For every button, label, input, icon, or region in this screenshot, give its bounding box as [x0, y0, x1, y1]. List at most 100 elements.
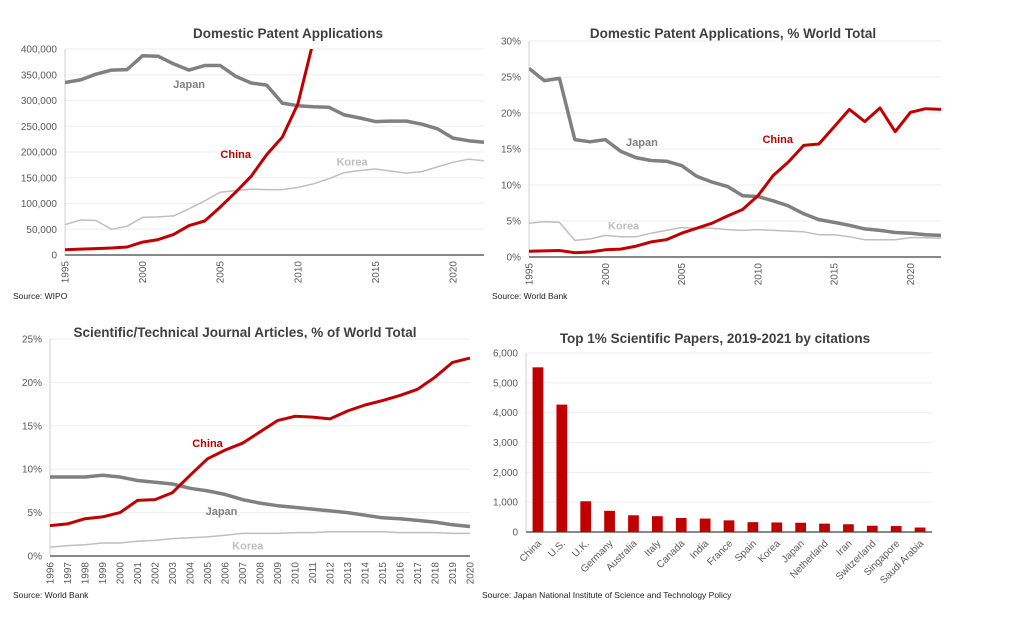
y-tick-label: 350,000	[21, 70, 58, 81]
source-note: Source: World Bank	[13, 590, 89, 600]
x-tick-label: 2000	[116, 562, 127, 585]
x-tick-label: 2016	[396, 562, 407, 585]
y-tick-label: 50,000	[26, 225, 57, 236]
x-tick-label: 2010	[293, 261, 304, 284]
x-tick-label: 2017	[413, 562, 424, 585]
x-tick-label: 2009	[273, 562, 284, 585]
y-tick-label: 3,000	[493, 438, 518, 449]
y-tick-label: 15%	[501, 145, 521, 156]
x-tick-label: 1996	[46, 562, 57, 585]
bar-australia	[628, 515, 639, 532]
bar-china	[532, 367, 544, 532]
series-line-china	[50, 356, 471, 528]
series-line-korea	[65, 158, 485, 231]
bar-canada	[675, 517, 687, 532]
y-tick-label: 1,000	[493, 498, 518, 509]
y-tick-label: 0	[512, 528, 518, 539]
bar-u-s-	[556, 404, 568, 532]
bar-spain	[747, 522, 759, 532]
x-tick-label: 2015	[378, 562, 389, 585]
x-tick-label: 1998	[81, 562, 92, 585]
series-label-japan: Japan	[173, 79, 205, 91]
x-tick-label: 2003	[168, 562, 179, 585]
series-label-china: China	[220, 149, 251, 161]
y-tick-label: 2,000	[493, 468, 518, 479]
x-tick-label: 2010	[753, 263, 764, 286]
x-tick-label: China	[518, 538, 545, 565]
x-tick-label: 2007	[238, 562, 249, 585]
x-tick-label: 2000	[601, 263, 612, 286]
y-tick-label: 5%	[507, 217, 522, 228]
series-label-japan: Japan	[626, 137, 658, 149]
x-tick-label: 2002	[151, 562, 162, 585]
chart-2: Domestic Patent Applications, % World To…	[492, 26, 942, 301]
series-label-china: China	[762, 134, 793, 146]
series-line-korea	[529, 220, 942, 242]
y-tick-label: 30%	[501, 37, 521, 48]
y-tick-label: 150,000	[21, 173, 58, 184]
source-note: Source: Japan National Institute of Scie…	[482, 590, 732, 600]
x-tick-label: 2010	[291, 562, 302, 585]
bar-korea	[771, 522, 783, 532]
x-tick-label: 2013	[343, 562, 354, 585]
x-tick-label: 2005	[203, 562, 214, 585]
x-tick-label: 1995	[525, 263, 536, 286]
bar-france	[723, 520, 735, 532]
x-tick-label: 2012	[326, 562, 337, 585]
chart-title: Domestic Patent Applications, % World To…	[590, 26, 876, 41]
y-tick-label: 10%	[501, 181, 521, 192]
x-tick-label: Korea	[756, 538, 783, 565]
x-tick-label: 2015	[371, 261, 382, 284]
x-tick-label: 2020	[448, 261, 459, 284]
x-tick-label: 2001	[133, 562, 144, 585]
y-tick-label: 100,000	[21, 199, 58, 210]
bar-germany	[604, 510, 615, 532]
bar-singapore	[890, 526, 902, 532]
y-tick-label: 15%	[22, 421, 42, 432]
y-tick-label: 5%	[28, 508, 43, 519]
x-tick-label: Spain	[733, 538, 759, 564]
y-tick-label: 400,000	[21, 45, 58, 56]
x-tick-label: 2020	[906, 263, 917, 286]
chart-title: Scientific/Technical Journal Articles, %…	[73, 325, 416, 340]
x-tick-label: U.S.	[546, 538, 568, 560]
bar-india	[699, 518, 711, 532]
x-tick-label: 2008	[256, 562, 267, 585]
y-tick-label: 20%	[501, 109, 521, 120]
series-label-china: China	[192, 438, 223, 450]
x-tick-label: 2004	[186, 562, 197, 585]
y-tick-label: 0%	[28, 552, 43, 563]
chart-3: Scientific/Technical Journal Articles, %…	[13, 325, 477, 600]
chart-4: Top 1% Scientific Papers, 2019-2021 by c…	[482, 331, 932, 600]
y-tick-label: 10%	[22, 465, 42, 476]
y-tick-label: 0%	[507, 253, 522, 264]
bar-u-k-	[580, 501, 592, 532]
x-tick-label: France	[705, 538, 735, 568]
y-tick-label: 300,000	[21, 96, 58, 107]
y-tick-label: 25%	[22, 335, 42, 346]
chart-title: Domestic Patent Applications	[193, 26, 383, 41]
source-note: Source: World Bank	[492, 291, 568, 301]
bar-switzerland	[866, 525, 878, 532]
y-tick-label: 200,000	[21, 148, 58, 159]
bar-japan	[795, 522, 807, 532]
x-tick-label: 1995	[61, 261, 72, 284]
x-tick-label: 2020	[466, 562, 477, 585]
series-line-china	[65, 49, 313, 252]
y-tick-label: 25%	[501, 73, 521, 84]
x-tick-label: 1997	[63, 562, 74, 585]
x-tick-label: Italy	[643, 538, 664, 559]
series-label-korea: Korea	[232, 541, 264, 553]
y-tick-label: 0	[51, 251, 57, 262]
series-line-japan	[529, 67, 942, 238]
x-tick-label: 1999	[98, 562, 109, 585]
series-line-japan	[50, 473, 471, 529]
y-tick-label: 20%	[22, 378, 42, 389]
x-tick-label: 2005	[216, 261, 227, 284]
series-label-japan: Japan	[206, 506, 238, 518]
series-line-japan	[65, 53, 485, 144]
series-label-korea: Korea	[608, 220, 640, 232]
x-tick-label: Iran	[835, 538, 855, 558]
source-note: Source: WIPO	[13, 291, 68, 301]
